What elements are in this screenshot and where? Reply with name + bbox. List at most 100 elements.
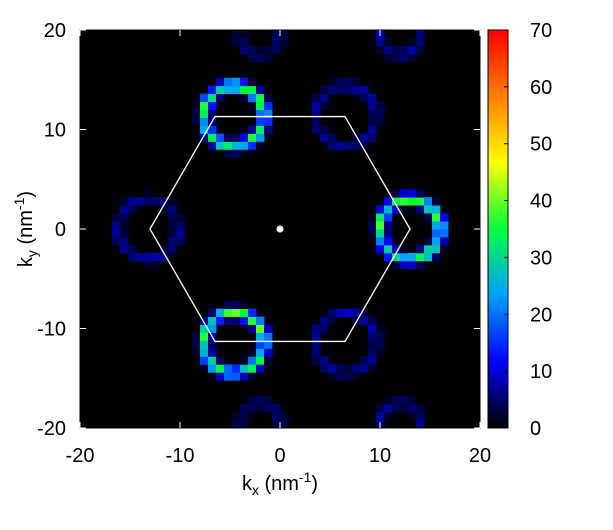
heatmap-cell xyxy=(248,125,257,134)
heatmap-cell xyxy=(368,109,377,118)
heatmap-cell xyxy=(368,213,377,222)
heatmap-cell xyxy=(208,316,217,325)
heatmap-cell xyxy=(416,252,425,262)
heatmap-cell xyxy=(440,236,449,246)
heatmap-cell xyxy=(248,101,257,110)
heatmap-cell xyxy=(376,221,385,230)
heatmap-cell xyxy=(384,197,393,206)
heatmap-cell xyxy=(352,133,361,142)
heatmap-cell xyxy=(216,372,225,381)
heatmap-cell xyxy=(240,149,249,158)
heatmap-cell xyxy=(376,101,385,110)
heatmap-cell xyxy=(320,93,329,103)
heatmap-cell xyxy=(368,133,377,142)
heatmap-cell xyxy=(360,316,369,325)
heatmap-cell xyxy=(368,101,377,110)
heatmap-cell xyxy=(440,213,449,222)
y-axis-title: ky (nm-1) xyxy=(11,191,40,267)
heatmap-cell xyxy=(256,364,265,373)
heatmap-cell xyxy=(192,101,201,110)
heatmap-cell xyxy=(368,316,377,325)
heatmap-cell xyxy=(144,189,153,198)
heatmap-cell xyxy=(120,229,129,238)
heatmap-cell xyxy=(232,30,241,39)
heatmap-cell xyxy=(168,205,177,214)
heatmap-cell xyxy=(408,412,417,421)
heatmap-cell xyxy=(424,205,433,214)
heatmap-cell xyxy=(200,109,209,118)
colorbar-tick-label: 10 xyxy=(530,361,552,383)
heatmap-cell xyxy=(232,420,241,429)
heatmap-cell xyxy=(192,340,201,349)
heatmap-cell xyxy=(256,117,265,126)
heatmap-cell xyxy=(376,109,385,118)
heatmap-cell xyxy=(120,244,129,254)
heatmap-cell xyxy=(160,205,169,214)
heatmap-cell xyxy=(144,252,153,262)
heatmap-cell xyxy=(384,244,393,254)
heatmap-cell xyxy=(320,364,329,373)
heatmap-cell xyxy=(160,197,169,206)
heatmap-cell xyxy=(320,356,329,365)
heatmap-cell xyxy=(216,93,225,103)
heatmap-cell xyxy=(128,244,137,254)
heatmap-cell xyxy=(392,205,401,214)
heatmap-cell xyxy=(352,372,361,381)
heatmap-cell xyxy=(216,316,225,325)
heatmap-cell xyxy=(224,316,233,325)
heatmap-cell xyxy=(240,77,249,87)
heatmap-cell xyxy=(360,364,369,373)
heatmap-cell xyxy=(320,85,329,95)
heatmap-cell xyxy=(392,396,401,405)
heatmap-cell xyxy=(248,53,257,63)
heatmap-cell xyxy=(248,348,257,357)
heatmap-cell xyxy=(224,77,233,87)
heatmap-cell xyxy=(216,356,225,365)
heatmap-cell xyxy=(256,404,265,413)
heatmap-cell xyxy=(400,260,409,270)
heatmap-cell xyxy=(200,117,209,126)
heatmap-cell xyxy=(312,109,321,118)
heatmap-cell xyxy=(240,364,249,373)
heatmap-cell xyxy=(128,197,137,206)
heatmap-cell xyxy=(120,236,129,246)
heatmap-cell xyxy=(224,149,233,158)
heatmap-cell xyxy=(208,125,217,134)
heatmap-cell xyxy=(216,141,225,150)
heatmap-cell xyxy=(240,37,249,47)
heatmap-cell xyxy=(280,37,289,47)
heatmap-cell xyxy=(272,30,281,39)
heatmap-cell xyxy=(272,404,281,413)
heatmap-cell xyxy=(416,420,425,429)
heatmap-cell xyxy=(256,396,265,405)
heatmap-cell xyxy=(416,197,425,206)
heatmap-cell xyxy=(168,197,177,206)
heatmap-cell xyxy=(352,85,361,95)
heatmap-cell xyxy=(312,348,321,357)
heatmap-cell xyxy=(336,85,345,95)
heatmap-cell xyxy=(256,85,265,95)
heatmap-cell xyxy=(160,252,169,262)
heatmap-cell xyxy=(256,45,265,55)
heatmap-cell xyxy=(200,332,209,341)
heatmap-cell xyxy=(192,117,201,126)
heatmap-cell xyxy=(264,324,273,333)
x-tick-label: 10 xyxy=(369,445,391,467)
heatmap-cell xyxy=(368,364,377,373)
heatmap-cell xyxy=(408,37,417,47)
heatmap-cell xyxy=(328,133,337,142)
heatmap-cell xyxy=(248,308,257,317)
heatmap-cell xyxy=(232,372,241,381)
heatmap-cell xyxy=(440,221,449,230)
heatmap-cell xyxy=(376,244,385,254)
heatmap-cell xyxy=(264,340,273,349)
heatmap-cell xyxy=(312,340,321,349)
heatmap-cell xyxy=(208,348,217,357)
heatmap-cell xyxy=(328,364,337,373)
heatmap-cell xyxy=(232,133,241,142)
heatmap-cell xyxy=(400,45,409,55)
heatmap-cell xyxy=(256,332,265,341)
heatmap-cell xyxy=(208,324,217,333)
heatmap-cell xyxy=(208,340,217,349)
